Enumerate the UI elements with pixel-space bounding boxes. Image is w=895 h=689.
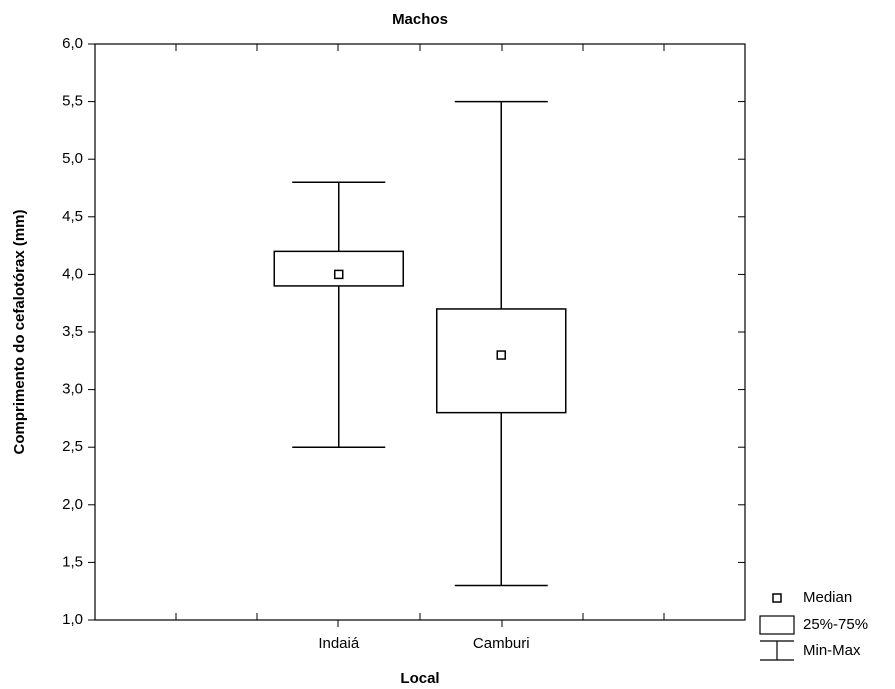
y-tick-label: 5,5 bbox=[62, 93, 83, 110]
y-axis-label: Comprimento do cefalotórax (mm) bbox=[11, 209, 28, 454]
box bbox=[273, 250, 404, 287]
y-tick-label: 2,5 bbox=[62, 438, 83, 455]
y-tick-label: 3,0 bbox=[62, 381, 83, 398]
legend-whisker-icon bbox=[760, 640, 794, 661]
median bbox=[334, 269, 344, 280]
y-tick-label: 1,5 bbox=[62, 553, 83, 570]
chart-title: Machos bbox=[392, 11, 448, 28]
plot-frame bbox=[94, 43, 746, 621]
y-tick-label: 5,0 bbox=[62, 150, 83, 167]
legend-median-icon bbox=[772, 593, 782, 603]
legend-label: Min-Max bbox=[803, 642, 861, 659]
y-tick-label: 2,0 bbox=[62, 496, 83, 513]
x-tick-label: Indaiá bbox=[318, 635, 360, 652]
y-tick-label: 6,0 bbox=[62, 35, 83, 52]
y-tick-label: 1,0 bbox=[62, 611, 83, 628]
legend bbox=[759, 593, 795, 661]
median bbox=[496, 350, 506, 360]
legend-label: 25%-75% bbox=[803, 616, 868, 633]
x-axis-label: Local bbox=[400, 670, 439, 687]
legend-label: Median bbox=[803, 589, 852, 606]
x-tick-label: Camburi bbox=[473, 635, 530, 652]
y-tick-label: 3,5 bbox=[62, 323, 83, 340]
box bbox=[436, 308, 567, 414]
y-tick-label: 4,5 bbox=[62, 208, 83, 225]
y-tick-label: 4,0 bbox=[62, 265, 83, 282]
legend-box-icon bbox=[759, 615, 795, 635]
x-slot-ticks bbox=[175, 44, 665, 627]
